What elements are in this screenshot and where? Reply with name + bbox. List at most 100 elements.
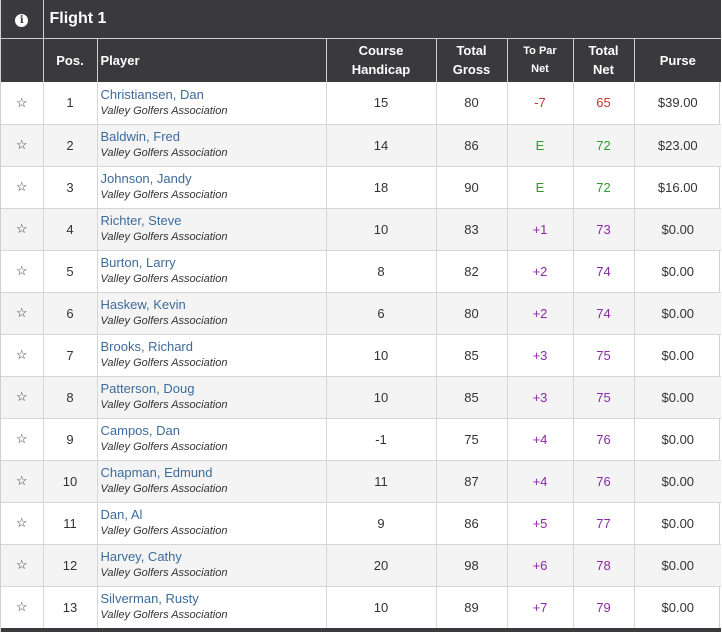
to-par-net-cell: +1 [507, 208, 574, 251]
table-row: ☆ 12 Harvey, Cathy Valley Golfers Associati… [1, 544, 722, 587]
player-name-link[interactable]: Burton, Larry [100, 255, 176, 270]
favorite-star-button[interactable]: ☆ [1, 124, 44, 167]
table-row: ☆ 10 Chapman, Edmund Valley Golfers Associa… [1, 460, 722, 503]
total-net-cell: 78 [573, 544, 635, 587]
pos-cell: 13 [43, 586, 98, 629]
col-total-net-line1: Total [588, 43, 619, 59]
purse-cell: $0.00 [634, 418, 722, 461]
player-name-link[interactable]: Christiansen, Dan [100, 86, 204, 102]
total-net-cell: 79 [573, 586, 635, 629]
pos-cell: 2 [43, 124, 98, 167]
player-cell: Christiansen, Dan Valley Golfers Associat… [97, 82, 327, 125]
course-handicap-cell: 10 [326, 208, 437, 251]
pos-cell: 8 [43, 376, 98, 419]
table-row: ☆ 11 Dan, Al Valley Golfers Association 9 86 +… [1, 502, 722, 545]
player-name-link[interactable]: Haskew, Kevin [100, 297, 186, 312]
col-total-gross-line1: Total [456, 43, 487, 59]
total-gross-cell: 98 [436, 544, 508, 587]
to-par-net-cell: +5 [507, 502, 574, 545]
favorite-star-button[interactable]: ☆ [1, 166, 44, 209]
pos-cell: 4 [43, 208, 98, 251]
player-name-link[interactable]: Johnson, Jandy [100, 171, 192, 186]
favorite-star-button[interactable]: ☆ [1, 334, 44, 377]
purse-cell: $0.00 [634, 334, 722, 377]
player-name-link[interactable]: Chapman, Edmund [100, 465, 213, 480]
player-association: Valley Golfers Association [100, 273, 228, 285]
course-handicap-cell: 10 [326, 334, 437, 377]
purse-cell: $16.00 [634, 166, 722, 209]
to-par-net-cell: -7 [507, 82, 574, 125]
total-net-cell: 72 [573, 124, 635, 167]
info-button[interactable]: i [1, 0, 44, 39]
star-icon: ☆ [15, 389, 28, 404]
favorite-star-button[interactable]: ☆ [1, 376, 44, 419]
pos-cell: 10 [43, 460, 98, 503]
col-to-par-net-line2: Net [531, 63, 549, 76]
favorite-star-button[interactable]: ☆ [1, 460, 44, 503]
course-handicap-cell: -1 [326, 418, 437, 461]
to-par-net-cell: +7 [507, 586, 574, 629]
favorite-star-button[interactable]: ☆ [1, 502, 44, 545]
info-icon: i [15, 13, 29, 27]
star-icon: ☆ [15, 557, 28, 572]
favorite-star-button[interactable]: ☆ [1, 82, 44, 125]
table-row: ☆ 4 Richter, Steve Valley Golfers Associati… [1, 208, 722, 251]
player-association: Valley Golfers Association [100, 357, 228, 369]
col-total-net-header[interactable]: Total Net [573, 38, 635, 82]
col-total-gross-header[interactable]: Total Gross [436, 38, 508, 82]
col-purse-header[interactable]: Purse [634, 38, 722, 82]
total-net-cell: 76 [573, 418, 635, 461]
col-course-handicap-line2: Handicap [351, 62, 411, 78]
col-player-header[interactable]: Player [97, 38, 327, 82]
player-name-link[interactable]: Baldwin, Fred [100, 129, 180, 144]
player-name-link[interactable]: Brooks, Richard [100, 339, 193, 354]
player-association: Valley Golfers Association [100, 231, 228, 243]
player-name-link[interactable]: Campos, Dan [100, 423, 180, 438]
flight-header: i Flight 1 [1, 0, 722, 39]
favorite-star-button[interactable]: ☆ [1, 250, 44, 293]
table-row: ☆ 3 Johnson, Jandy Valley Golfers Associati… [1, 166, 722, 209]
favorite-star-button[interactable]: ☆ [1, 544, 44, 587]
total-gross-cell: 90 [436, 166, 508, 209]
player-cell: Patterson, Doug Valley Golfers Associatio… [97, 376, 327, 419]
favorite-star-button[interactable]: ☆ [1, 208, 44, 251]
player-name-link[interactable]: Harvey, Cathy [100, 549, 182, 564]
table-row: ☆ 6 Haskew, Kevin Valley Golfers Associatio… [1, 292, 722, 335]
total-net-cell: 73 [573, 208, 635, 251]
table-row: ☆ 1 Christiansen, Dan Valley Golfers Associ… [1, 82, 722, 125]
course-handicap-cell: 8 [326, 250, 437, 293]
player-cell: Baldwin, Fred Valley Golfers Association [97, 124, 327, 167]
pos-cell: 9 [43, 418, 98, 461]
player-cell: Silverman, Rusty Valley Golfers Associati… [97, 586, 327, 629]
player-name-link[interactable]: Richter, Steve [100, 213, 182, 228]
favorite-star-button[interactable]: ☆ [1, 586, 44, 629]
to-par-net-cell: +3 [507, 376, 574, 419]
col-course-handicap-header[interactable]: Course Handicap [326, 38, 437, 82]
course-handicap-cell: 10 [326, 376, 437, 419]
player-cell: Harvey, Cathy Valley Golfers Association [97, 544, 327, 587]
purse-cell: $39.00 [634, 82, 722, 125]
col-pos-header[interactable]: Pos. [43, 38, 98, 82]
player-association: Valley Golfers Association [100, 315, 228, 327]
flight-title: Flight 1 [43, 0, 722, 39]
player-name-link[interactable]: Dan, Al [100, 507, 143, 522]
total-gross-cell: 89 [436, 586, 508, 629]
course-handicap-cell: 9 [326, 502, 437, 545]
player-cell: Haskew, Kevin Valley Golfers Association [97, 292, 327, 335]
favorite-star-button[interactable]: ☆ [1, 418, 44, 461]
total-gross-cell: 86 [436, 124, 508, 167]
player-cell: Burton, Larry Valley Golfers Association [97, 250, 327, 293]
favorite-star-button[interactable]: ☆ [1, 292, 44, 335]
to-par-net-cell: +3 [507, 334, 574, 377]
table-row: ☆ 2 Baldwin, Fred Valley Golfers Associatio… [1, 124, 722, 167]
total-net-cell: 74 [573, 292, 635, 335]
player-name-link[interactable]: Silverman, Rusty [100, 591, 199, 606]
table-row: ☆ 9 Campos, Dan Valley Golfers Association -… [1, 418, 722, 461]
total-gross-cell: 85 [436, 376, 508, 419]
player-association: Valley Golfers Association [100, 525, 228, 537]
col-to-par-net-header[interactable]: To Par Net [507, 38, 574, 82]
purse-cell: $0.00 [634, 586, 722, 629]
player-name-link[interactable]: Patterson, Doug [100, 381, 195, 396]
